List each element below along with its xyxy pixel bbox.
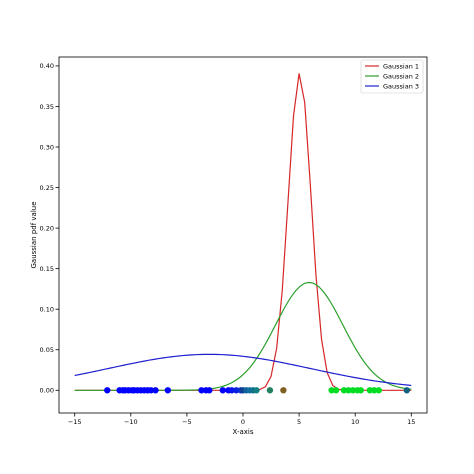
- x-tick-label: −15: [68, 418, 82, 426]
- x-tick-label: 10: [351, 418, 359, 426]
- data-point: [366, 387, 373, 394]
- x-tick-label: 0: [241, 418, 245, 426]
- y-tick-label: 0.20: [40, 224, 54, 232]
- data-point: [152, 387, 159, 394]
- y-axis-label: Gaussian pdf value: [30, 201, 38, 268]
- y-tick-label: 0.10: [40, 306, 54, 314]
- data-point: [340, 387, 348, 394]
- legend-box: [360, 59, 424, 94]
- data-point: [345, 387, 352, 394]
- data-point: [147, 387, 155, 394]
- y-tick-label: 0.00: [40, 387, 54, 395]
- y-tick-label: 0.25: [40, 184, 54, 192]
- data-point: [233, 387, 240, 394]
- data-point: [280, 387, 287, 394]
- y-axis-ticks: 0.00 0.05 0.10 0.15 0.20 0.25 0.30 0.35 0.40: [40, 62, 59, 395]
- data-point: [403, 387, 411, 394]
- x-tick-label: 15: [407, 418, 415, 426]
- data-point: [219, 387, 227, 394]
- data-point: [328, 387, 335, 394]
- legend: Gaussian 1 Gaussian 2 Gaussian 3: [360, 59, 424, 94]
- y-tick-label: 0.30: [40, 143, 54, 151]
- x-tick-label: −10: [124, 418, 138, 426]
- y-tick-label: 0.05: [40, 346, 54, 354]
- series-line-3: [74, 353, 412, 387]
- legend-label: Gaussian 1: [383, 62, 419, 70]
- x-tick-label: 5: [297, 418, 301, 426]
- data-point: [371, 387, 378, 394]
- x-tick-label: −5: [182, 418, 192, 426]
- data-point: [349, 387, 357, 394]
- data-point: [253, 387, 260, 394]
- y-tick-label: 0.40: [40, 62, 54, 70]
- x-axis-label: X-axis: [233, 428, 254, 436]
- x-axis-ticks: −15 −10 −5 0 5 10 15: [68, 413, 415, 426]
- points-layer: [104, 387, 411, 394]
- data-point: [332, 387, 340, 394]
- data-point: [206, 387, 213, 394]
- legend-label: Gaussian 2: [383, 72, 419, 80]
- data-point: [228, 387, 235, 394]
- legend-label: Gaussian 3: [383, 82, 419, 90]
- data-point: [104, 387, 111, 394]
- data-point: [198, 387, 205, 394]
- data-point: [266, 387, 274, 394]
- y-tick-label: 0.15: [40, 265, 54, 273]
- data-point: [164, 387, 172, 394]
- y-tick-label: 0.35: [40, 103, 54, 111]
- data-point: [375, 387, 382, 394]
- data-point: [357, 387, 365, 394]
